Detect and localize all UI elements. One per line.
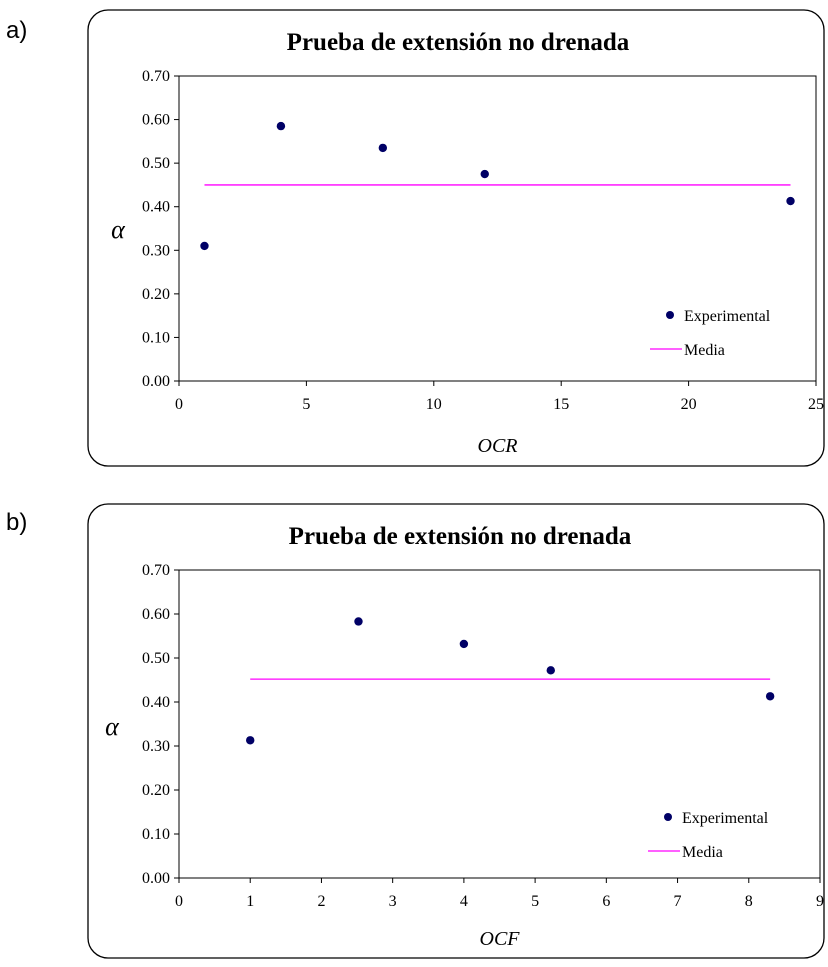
y-tick-label: 0.00 <box>142 870 170 887</box>
plot-area <box>178 75 817 382</box>
y-tick-label: 0.60 <box>142 606 170 623</box>
data-point <box>546 666 555 675</box>
data-point <box>354 617 363 626</box>
y-tick-label: 0.40 <box>142 199 170 216</box>
x-tick-label: 0 <box>175 396 183 413</box>
x-tick-label: 20 <box>681 396 697 413</box>
data-point <box>459 639 469 649</box>
x-tick-label: 10 <box>426 396 442 413</box>
chart-frame <box>87 9 825 467</box>
x-tick-label: 9 <box>816 893 824 910</box>
legend: Experimental Media <box>648 810 769 861</box>
y-tick-label: 0.50 <box>142 650 170 667</box>
data-point <box>276 121 286 131</box>
x-tick-label: 6 <box>602 893 610 910</box>
y-tick-label: 0.00 <box>142 373 170 390</box>
legend-label-media: Media <box>682 844 723 861</box>
legend-marker-experimental <box>666 311 674 319</box>
y-tick-label: 0.50 <box>142 155 170 172</box>
x-tick-label: 5 <box>302 396 310 413</box>
y-tick-label: 0.70 <box>142 68 170 85</box>
x-tick-label: 4 <box>460 893 468 910</box>
y-tick-label: 0.30 <box>142 242 170 259</box>
data-point <box>378 143 388 153</box>
x-axis-label: OCR <box>478 435 518 457</box>
panel-label-b: b) <box>6 509 27 536</box>
y-tick-label: 0.10 <box>142 329 170 346</box>
x-tick-label: 15 <box>553 396 569 413</box>
legend: Experimental Media <box>650 308 771 359</box>
panel-label-a: a) <box>6 17 27 44</box>
legend-label-experimental: Experimental <box>684 308 771 325</box>
y-tick-label: 0.60 <box>142 112 170 129</box>
y-tick-label: 0.20 <box>142 782 170 799</box>
y-axis-label: α <box>105 712 120 741</box>
x-tick-label: 3 <box>389 893 397 910</box>
chart-panel-b: b) Prueba de extensión no drenada 0.00 0.… <box>6 503 825 959</box>
plot-area <box>178 569 821 879</box>
chart-frame <box>87 503 825 959</box>
chart-title: Prueba de extensión no drenada <box>289 523 632 550</box>
x-tick-label: 2 <box>317 893 325 910</box>
y-tick-label: 0.30 <box>142 738 170 755</box>
legend-label-experimental: Experimental <box>682 810 769 827</box>
data-point <box>246 736 255 745</box>
y-axis-label: α <box>111 215 126 244</box>
legend-marker-experimental <box>664 813 672 821</box>
y-tick-label: 0.70 <box>142 562 170 579</box>
chart-panel-a: a) Prueba de extensión no drenada 0.00 0.… <box>6 9 825 467</box>
data-point <box>200 241 209 251</box>
x-tick-label: 25 <box>808 396 824 413</box>
chart-title: Prueba de extensión no drenada <box>287 29 630 56</box>
x-tick-label: 5 <box>531 893 539 910</box>
y-tick-label: 0.40 <box>142 694 170 711</box>
x-tick-label: 8 <box>745 893 753 910</box>
x-tick-label: 1 <box>246 893 254 910</box>
legend-label-media: Media <box>684 342 725 359</box>
data-point <box>786 196 795 206</box>
x-tick-label: 0 <box>175 893 183 910</box>
data-point <box>480 169 489 179</box>
y-tick-label: 0.10 <box>142 826 170 843</box>
x-tick-label: 7 <box>674 893 682 910</box>
x-axis-label: OCF <box>480 928 521 950</box>
data-point <box>765 692 775 701</box>
y-tick-label: 0.20 <box>142 286 170 303</box>
